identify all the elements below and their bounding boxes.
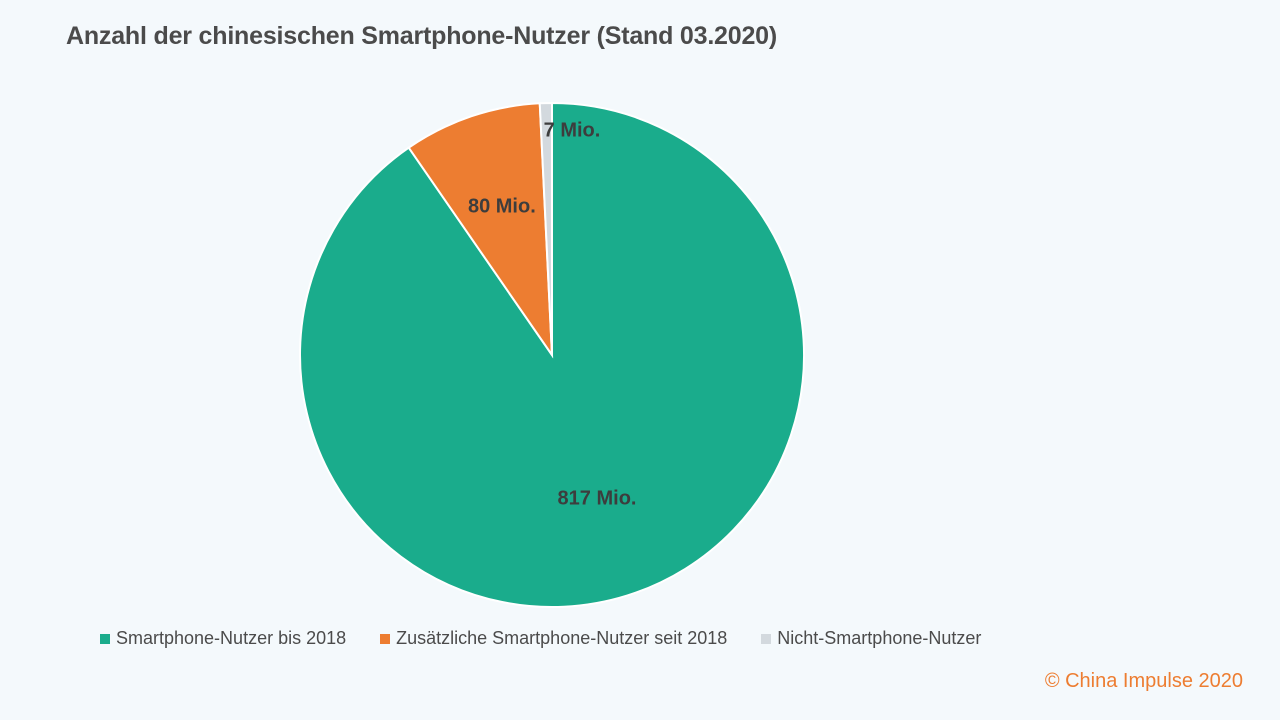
pie-slice — [538, 101, 553, 356]
legend-label: Nicht-Smartphone-Nutzer — [777, 628, 982, 648]
slice-data-label: 817 Mio. — [558, 488, 637, 510]
legend-item: Nicht-Smartphone-Nutzer — [761, 628, 981, 649]
pie-slices — [299, 101, 805, 608]
copyright-notice: © China Impulse 2020 — [1044, 670, 1243, 692]
legend-label: Smartphone-Nutzer bis 2018 — [116, 628, 347, 648]
chart-title: Anzahl der chinesischen Smartphone-Nutze… — [66, 22, 778, 50]
legend-label: Zusätzliche Smartphone-Nutzer seit 2018 — [396, 628, 728, 648]
slice-data-label: 80 Mio. — [468, 195, 536, 217]
legend-item: Zusätzliche Smartphone-Nutzer seit 2018 — [380, 628, 727, 649]
legend-item: Smartphone-Nutzer bis 2018 — [100, 628, 346, 649]
chart-legend: Smartphone-Nutzer bis 2018 Zusätzliche Sm… — [100, 628, 1015, 649]
pie-slice — [407, 102, 554, 359]
legend-swatch — [100, 633, 110, 644]
slice-data-label: 7 Mio. — [544, 119, 601, 141]
legend-swatch — [761, 633, 772, 644]
pie-labels: 817 Mio. 80 Mio. 7 Mio. — [468, 119, 637, 509]
legend-swatch — [380, 633, 391, 644]
